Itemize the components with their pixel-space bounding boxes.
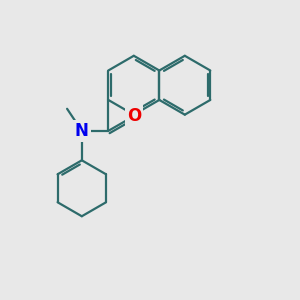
Text: O: O [127, 107, 141, 125]
Text: N: N [75, 122, 89, 140]
